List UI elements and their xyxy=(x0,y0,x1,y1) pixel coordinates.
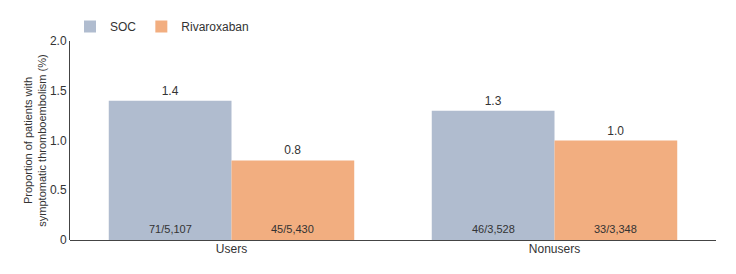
svg-text:Nonusers: Nonusers xyxy=(529,242,580,256)
svg-text:0.5: 0.5 xyxy=(50,183,67,197)
svg-text:33/3,348: 33/3,348 xyxy=(594,223,637,235)
svg-text:1.5: 1.5 xyxy=(50,84,67,98)
svg-text:2.0: 2.0 xyxy=(50,34,67,48)
svg-text:0: 0 xyxy=(60,233,67,247)
svg-text:Rivaroxaban: Rivaroxaban xyxy=(181,20,248,34)
svg-text:0.8: 0.8 xyxy=(284,143,301,157)
svg-text:SOC: SOC xyxy=(110,20,136,34)
svg-text:1.4: 1.4 xyxy=(162,84,179,98)
svg-text:46/3,528: 46/3,528 xyxy=(472,223,515,235)
svg-text:1.0: 1.0 xyxy=(607,124,624,138)
svg-text:Users: Users xyxy=(216,242,247,256)
svg-text:71/5,107: 71/5,107 xyxy=(149,223,192,235)
svg-text:Proportion of patients withsym: Proportion of patients withsymptomatic t… xyxy=(22,54,48,226)
svg-text:1.3: 1.3 xyxy=(485,94,502,108)
svg-text:45/5,430: 45/5,430 xyxy=(271,223,314,235)
svg-text:1.0: 1.0 xyxy=(50,134,67,148)
